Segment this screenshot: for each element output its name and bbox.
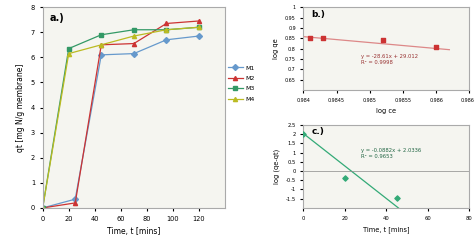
Text: b.): b.) (312, 10, 326, 19)
M2 (73, 201, 78, 204)
M4 (131, 35, 137, 38)
M3 (40, 206, 46, 209)
M1 (99, 54, 104, 56)
Y-axis label: qt [mg N/g membrane]: qt [mg N/g membrane] (16, 63, 25, 152)
Point (341, 176, 349, 179)
Point (379, 38, 387, 42)
Line: M1: M1 (41, 34, 201, 210)
Point (432, 45, 440, 49)
Y-axis label: log qe: log qe (273, 38, 279, 59)
M2 (131, 42, 137, 45)
Text: c.): c.) (312, 127, 325, 136)
Text: y = -0.0882x + 2.0336
R² = 0.9653: y = -0.0882x + 2.0336 R² = 0.9653 (362, 148, 422, 159)
M4 (66, 52, 72, 55)
Line: M2: M2 (41, 19, 201, 210)
M1 (40, 206, 46, 209)
M3 (99, 33, 104, 36)
M4 (164, 28, 169, 31)
M4 (196, 26, 202, 29)
M3 (131, 28, 137, 31)
Text: y = -28.61x + 29.012
R² = 0.9998: y = -28.61x + 29.012 R² = 0.9998 (362, 54, 419, 65)
M4 (99, 43, 104, 46)
M2 (164, 22, 169, 25)
Text: a.): a.) (50, 13, 65, 23)
Y-axis label: log (qe-qt): log (qe-qt) (273, 149, 280, 184)
M2 (40, 206, 46, 209)
M4 (40, 206, 46, 209)
Point (306, 36, 314, 40)
M3 (164, 28, 169, 31)
Point (393, 196, 401, 200)
M1 (73, 198, 78, 201)
M1 (196, 35, 202, 38)
X-axis label: Time, t [mins]: Time, t [mins] (363, 226, 410, 233)
Line: M3: M3 (41, 25, 201, 210)
Line: M4: M4 (41, 25, 201, 210)
Legend: M1, M2, M3, M4: M1, M2, M3, M4 (225, 63, 257, 104)
Point (300, 132, 307, 136)
M2 (99, 43, 104, 46)
M1 (164, 38, 169, 41)
M2 (196, 20, 202, 22)
M3 (196, 26, 202, 29)
M1 (131, 52, 137, 55)
Point (319, 36, 327, 40)
M3 (66, 47, 72, 50)
X-axis label: log ce: log ce (376, 108, 396, 114)
X-axis label: Time, t [mins]: Time, t [mins] (107, 227, 161, 236)
